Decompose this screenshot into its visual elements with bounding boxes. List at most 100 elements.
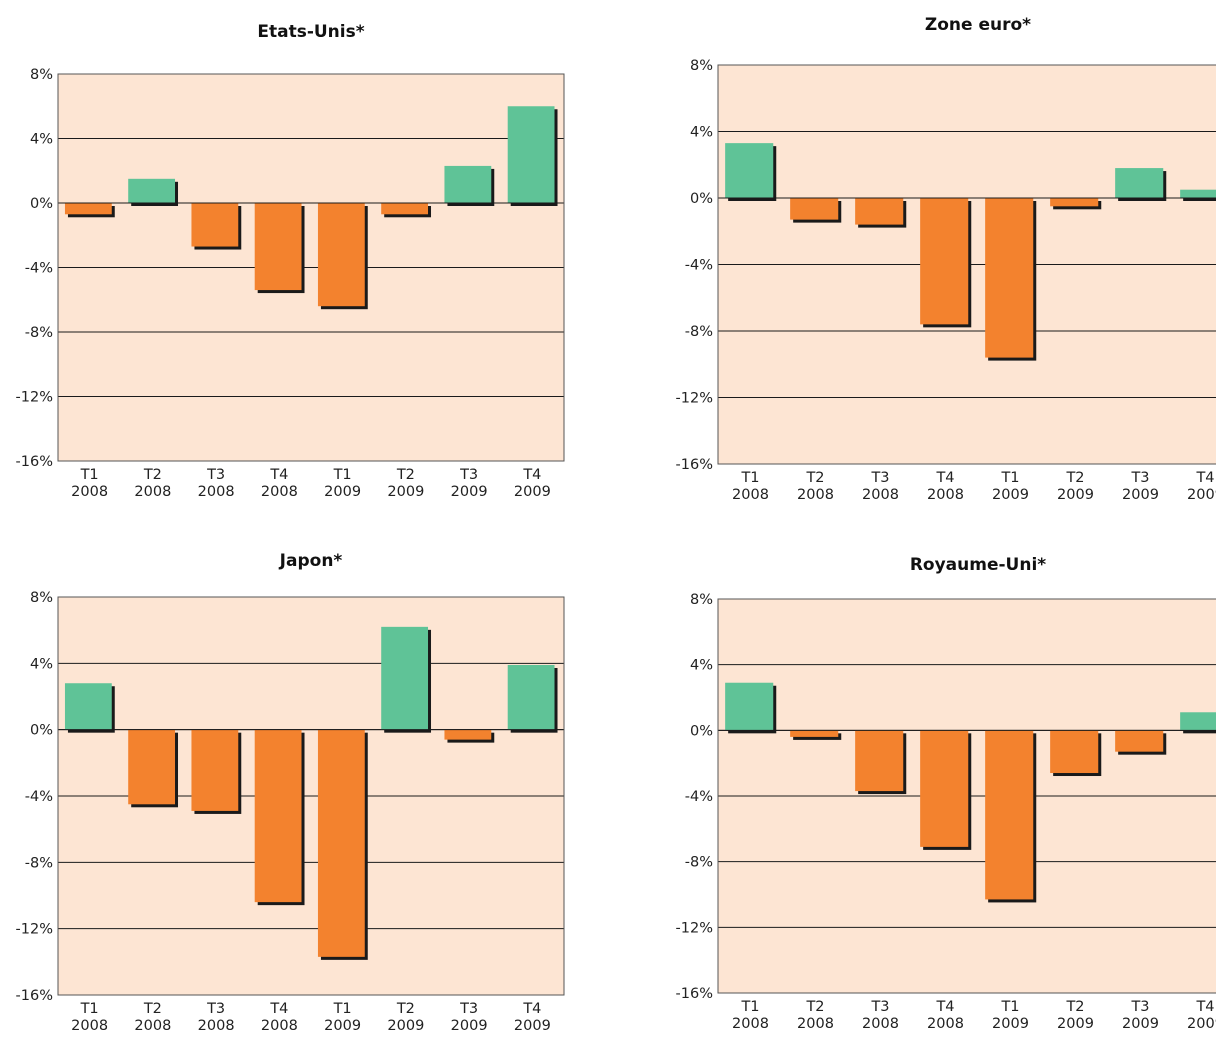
bar-t4-2008 <box>254 729 305 906</box>
x-category-label: T3 2008 <box>862 470 899 503</box>
bar <box>1115 168 1164 198</box>
bar-t2-2008 <box>790 730 842 740</box>
chart-title: Zone euro* <box>925 15 1031 35</box>
chart-4: 8% 4% 0% -4% -8% -12% -16% T1 2008 T2 2008 T3 2008 T4… <box>676 555 1216 1032</box>
bar-t2-2008 <box>128 729 179 808</box>
bar <box>254 729 302 903</box>
bar <box>1050 198 1099 207</box>
bar-t2-2009 <box>1050 730 1102 777</box>
chart-title: Royaume-Uni* <box>910 555 1046 575</box>
bar-t4-2008 <box>920 198 972 328</box>
bar <box>855 198 904 225</box>
bar <box>317 729 365 957</box>
y-tick-label: -4% <box>25 261 53 277</box>
x-category-label: T1 2009 <box>992 470 1029 503</box>
bar-t4-2008 <box>254 203 305 294</box>
y-tick-label: -16% <box>16 454 53 470</box>
plot-frame <box>717 598 1216 994</box>
y-tick-label: -12% <box>16 922 53 938</box>
x-category-label: T1 2009 <box>992 999 1029 1032</box>
bar-t2-2009 <box>381 203 432 218</box>
bar <box>1180 712 1216 731</box>
bar <box>790 730 839 737</box>
chart-3: 8% 4% 0% -4% -8% -12% -16% T1 2008 T2 2008 T3 2008 T4… <box>16 551 565 1034</box>
bar-t3-2009 <box>1115 730 1167 755</box>
x-category-label: T2 2008 <box>797 470 834 503</box>
y-tick-label: 0% <box>690 191 713 207</box>
y-tick-label: 4% <box>690 125 713 141</box>
y-tick-label: 4% <box>30 132 53 148</box>
x-category-label: T2 2008 <box>134 467 171 500</box>
bar <box>1180 189 1216 198</box>
bar-t4-2008 <box>920 730 972 850</box>
bar-t2-2009 <box>1050 198 1102 210</box>
y-tick-label: 8% <box>690 58 713 74</box>
y-tick-label: -8% <box>25 855 53 871</box>
bar-t4-2009 <box>1180 189 1216 201</box>
bar <box>920 198 969 325</box>
plot-frame <box>57 73 565 462</box>
x-category-label: T4 2008 <box>261 467 298 500</box>
x-category-label: T4 2008 <box>927 999 964 1032</box>
bar-t1-2009 <box>985 730 1037 903</box>
x-category-label: T2 2009 <box>387 1001 424 1034</box>
x-category-label: T3 2009 <box>1122 470 1159 503</box>
y-tick-label: 4% <box>690 658 713 674</box>
bar-t4-2009 <box>507 664 558 733</box>
x-category-label: T3 2008 <box>198 1001 235 1034</box>
x-category-label: T1 2009 <box>324 1001 361 1034</box>
x-category-label: T3 2008 <box>862 999 899 1032</box>
x-category-label: T2 2008 <box>797 999 834 1032</box>
bar <box>128 729 176 805</box>
y-tick-label: -4% <box>685 789 713 805</box>
bar-t3-2009 <box>444 165 495 206</box>
x-category-label: T3 2009 <box>1122 999 1159 1032</box>
y-tick-label: 0% <box>30 196 53 212</box>
bar-t4-2009 <box>507 106 558 206</box>
bar-t1-2009 <box>317 203 368 310</box>
x-category-label: T4 2008 <box>927 470 964 503</box>
bar-t2-2008 <box>790 198 842 223</box>
y-tick-label: -8% <box>685 324 713 340</box>
bar <box>507 106 555 203</box>
y-tick-label: -16% <box>16 988 53 1004</box>
bar <box>725 143 774 198</box>
bar-t2-2008 <box>128 178 179 206</box>
bar <box>920 730 969 847</box>
bar <box>317 203 365 307</box>
bar <box>191 203 239 247</box>
bar-t1-2009 <box>317 729 368 960</box>
bar-t3-2008 <box>855 198 907 228</box>
x-category-label: T1 2008 <box>71 1001 108 1034</box>
bar-t2-2009 <box>381 626 432 733</box>
y-tick-label: -12% <box>16 390 53 406</box>
y-tick-label: -16% <box>676 457 713 473</box>
chart-title: Japon* <box>279 551 343 571</box>
x-category-label: T1 2009 <box>324 467 361 500</box>
y-tick-label: -16% <box>676 986 713 1002</box>
chart-1: 8% 4% 0% -4% -8% -12% -16% T1 2008 T2 2008 T3 2008 T4… <box>16 22 565 500</box>
bar <box>1115 730 1164 752</box>
bar <box>381 203 429 215</box>
y-tick-label: -12% <box>676 920 713 936</box>
x-category-label: T1 2008 <box>71 467 108 500</box>
bar <box>64 683 112 730</box>
bar-t4-2009 <box>1180 712 1216 734</box>
chart-2: 8% 4% 0% -4% -8% -12% -16% T1 2008 T2 2008 T3 2008 T4… <box>676 15 1216 503</box>
y-tick-label: 8% <box>690 592 713 608</box>
x-category-label: T3 2009 <box>451 1001 488 1034</box>
plot-frame <box>57 596 565 996</box>
x-category-label: T3 2008 <box>198 467 235 500</box>
y-tick-label: 4% <box>30 656 53 672</box>
bar <box>507 664 555 730</box>
y-tick-label: -4% <box>25 789 53 805</box>
bar <box>191 729 239 811</box>
bar <box>444 165 492 203</box>
x-category-label: T3 2009 <box>451 467 488 500</box>
y-tick-label: -8% <box>685 855 713 871</box>
